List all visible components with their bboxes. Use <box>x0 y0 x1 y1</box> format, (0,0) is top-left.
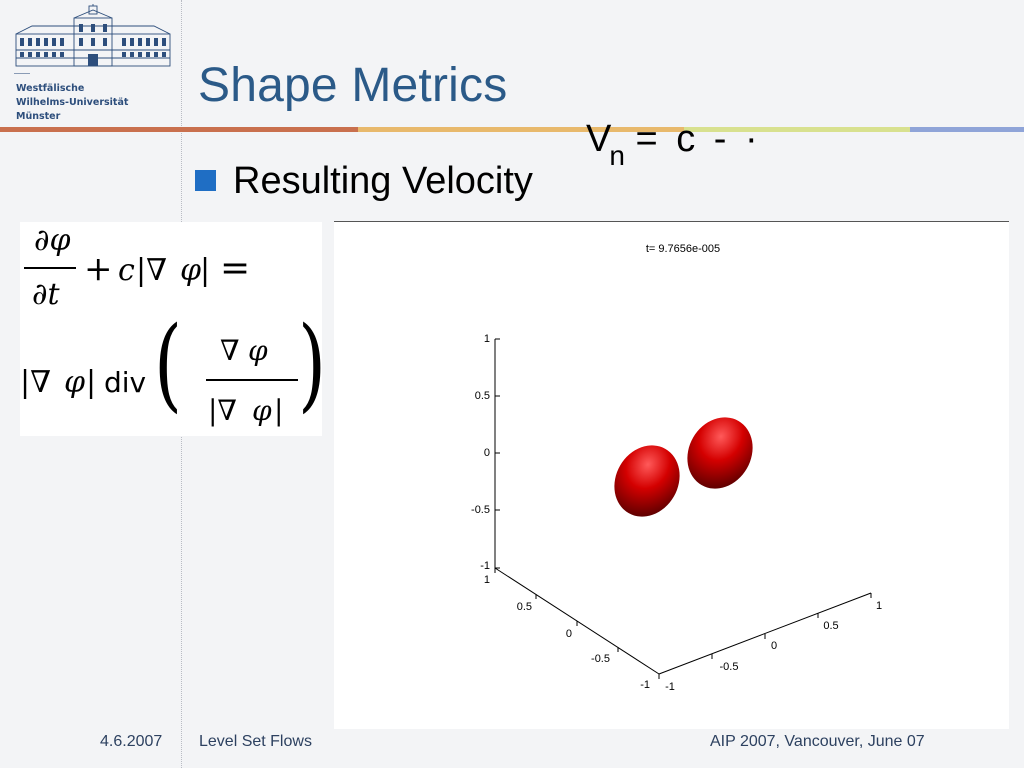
y-axis-tick-labels: 1 0.5 0 -0.5 -1 <box>665 600 882 693</box>
velocity-subscript: n <box>609 140 625 171</box>
figure-title: t= 9.7656e-005 <box>646 243 720 255</box>
x-tick-label: 0 <box>566 628 572 640</box>
svg-text:|∇: |∇ <box>208 394 237 427</box>
y-tick-label: 0 <box>771 640 777 652</box>
header-band-segment <box>910 127 1024 132</box>
x-tick-label: -1 <box>640 679 650 691</box>
university-building-logo <box>15 4 171 67</box>
svg-text:(: ( <box>154 305 182 422</box>
footer-title: Level Set Flows <box>199 733 312 750</box>
logo-underline <box>14 73 30 74</box>
left-blob-shape <box>614 445 680 517</box>
university-name-line: Münster <box>16 111 61 122</box>
footer-event: AIP 2007, Vancouver, June 07 <box>710 733 925 750</box>
velocity-expression: = c - · <box>635 118 762 160</box>
header-band-segment <box>358 127 684 132</box>
z-axis-tick-labels: 1 0.5 0 -0.5 -1 <box>471 333 490 572</box>
x-tick-label: 1 <box>484 574 490 586</box>
university-name: Westfälische Wilhelms-Universität Münste… <box>16 82 128 124</box>
simulation-figure: t= 9.7656e-005 1 0.5 0 <box>334 221 1009 729</box>
velocity-symbol: V <box>586 118 612 160</box>
svg-text:φ: φ <box>64 365 85 400</box>
bullet-square-icon <box>195 170 216 191</box>
z-tick-label: 0.5 <box>475 390 490 402</box>
svg-text:φ: φ <box>248 334 268 367</box>
svg-text:φ: φ <box>180 253 201 288</box>
svg-text:∂φ: ∂φ <box>34 223 71 258</box>
y-tick-label: -1 <box>665 681 675 693</box>
level-set-equation: ∂φ ∂t + c |∇ φ | = |∇ φ | div ( ∇ φ |∇ φ… <box>20 222 322 436</box>
z-tick-label: -0.5 <box>471 504 490 516</box>
svg-text:|: | <box>200 253 210 288</box>
svg-text:|∇: |∇ <box>136 253 167 288</box>
header-band-segment <box>0 127 358 132</box>
svg-text:φ: φ <box>252 394 272 427</box>
right-blob-shape <box>687 417 753 489</box>
z-tick-label: -1 <box>480 560 490 572</box>
plot-axes <box>494 338 872 679</box>
svg-text:|: | <box>86 365 96 400</box>
y-tick-label: 1 <box>876 600 882 612</box>
svg-text:+: + <box>84 249 113 289</box>
svg-text:div: div <box>104 366 146 399</box>
svg-text:∇: ∇ <box>220 334 240 367</box>
y-tick-label: -0.5 <box>720 661 739 673</box>
svg-text:|∇: |∇ <box>20 365 51 400</box>
equation-line-1: ∂φ ∂t + c |∇ φ | = <box>24 223 250 312</box>
equation-line-2: |∇ φ | div ( ∇ φ |∇ φ | ) <box>20 305 322 427</box>
velocity-formula: Vn = c - · <box>586 118 762 171</box>
footer-date: 4.6.2007 <box>100 733 163 750</box>
header-band-segment <box>684 127 910 132</box>
bullet-text: Resulting Velocity <box>233 160 533 202</box>
z-tick-label: 0 <box>484 447 490 459</box>
x-tick-label: 0.5 <box>517 601 532 613</box>
y-tick-label: 0.5 <box>823 620 838 632</box>
svg-text:∂t: ∂t <box>32 277 61 312</box>
university-name-line: Westfälische <box>16 83 85 94</box>
svg-text:|: | <box>274 394 283 427</box>
z-tick-label: 1 <box>484 333 490 345</box>
slide-title: Shape Metrics <box>198 59 508 112</box>
svg-text:): ) <box>298 305 322 422</box>
svg-text:=: = <box>220 248 250 289</box>
svg-text:c: c <box>118 253 135 288</box>
x-axis-tick-labels: 1 0.5 0 -0.5 -1 <box>484 574 650 691</box>
x-tick-label: -0.5 <box>591 653 610 665</box>
university-name-line: Wilhelms-Universität <box>16 97 129 108</box>
